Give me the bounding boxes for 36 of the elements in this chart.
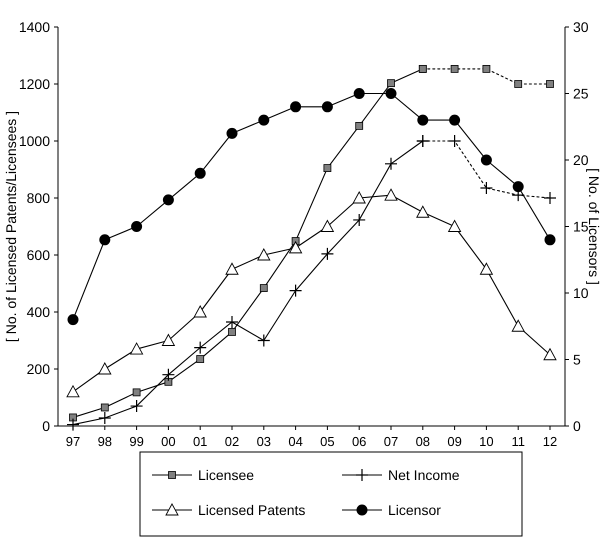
y-tick-label: 200 [26, 360, 50, 377]
y2-tick-label: 0 [573, 418, 581, 434]
x-tick-label: 04 [288, 434, 303, 449]
x-tick-label: 02 [224, 434, 240, 449]
y2-tick-label: 20 [573, 152, 589, 168]
x-tick-label: 12 [542, 434, 558, 449]
y2-tick-label: 30 [573, 18, 589, 35]
x-tick-label: 06 [352, 434, 366, 449]
y-tick-label: 0 [42, 418, 50, 434]
y2-tick-label: 5 [573, 351, 581, 368]
y2-tick-label: 15 [573, 218, 589, 234]
y-tick-label: 800 [26, 190, 50, 206]
y-tick-label: 1200 [18, 76, 50, 92]
y2-tick-label: 10 [573, 284, 589, 301]
x-tick-label: 00 [161, 434, 176, 449]
y2-tick-label: 25 [573, 85, 589, 102]
x-tick-label: 09 [447, 434, 462, 449]
x-tick-label: 99 [129, 434, 144, 449]
x-tick-label: 11 [511, 434, 525, 449]
x-tick-label: 07 [384, 434, 398, 449]
x-tick-label: 08 [416, 434, 430, 449]
y-tick-label: 1400 [18, 18, 50, 35]
x-tick-label: 05 [320, 434, 335, 449]
legend-label: Net Income [388, 466, 460, 483]
x-tick-label: 98 [98, 434, 112, 449]
x-tick-label: 03 [256, 434, 272, 449]
y-tick-label: 600 [26, 246, 50, 263]
legend-label: Licensee [198, 466, 254, 483]
x-tick-label: 97 [66, 434, 80, 449]
x-tick-label: 01 [192, 434, 208, 449]
y-tick-label: 1000 [18, 132, 50, 149]
x-tick-label: 10 [479, 434, 494, 449]
y-tick-label: 400 [26, 304, 50, 320]
legend-label: Licensed Patents [198, 502, 306, 518]
y-axis-title: [ No. of Licensed Patents/Licensees ] [3, 110, 19, 342]
legend-label: Licensor [388, 502, 442, 518]
